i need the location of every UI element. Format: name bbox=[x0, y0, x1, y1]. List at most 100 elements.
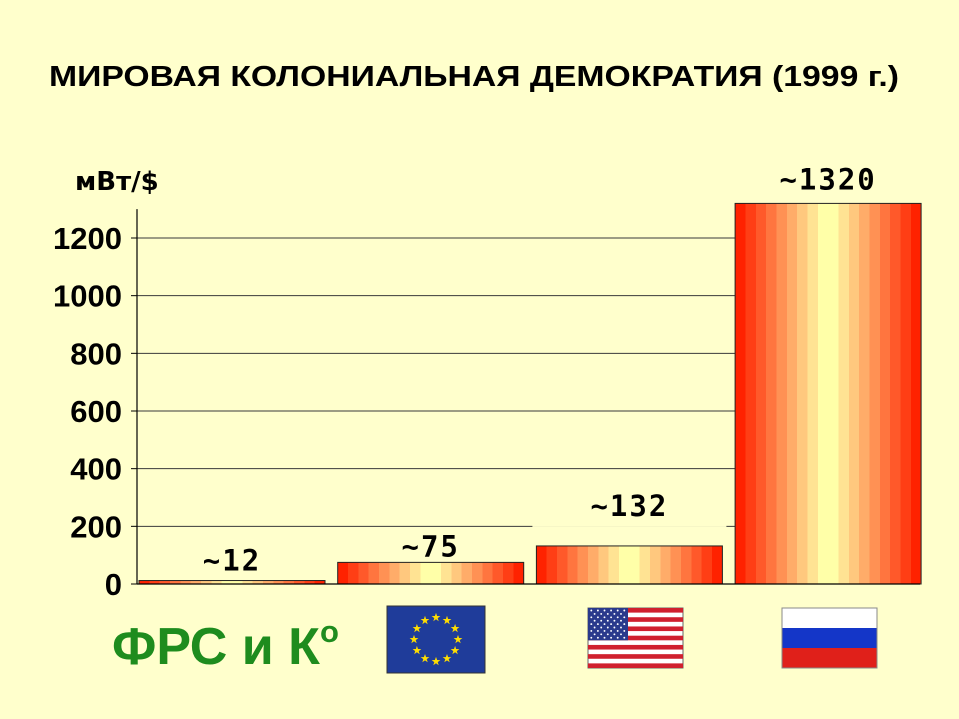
data-label-background bbox=[532, 488, 727, 527]
us-star-icon bbox=[620, 619, 622, 622]
us-star-icon bbox=[610, 616, 613, 619]
eu-star-icon bbox=[409, 634, 419, 644]
us-star-icon bbox=[606, 633, 609, 636]
us-star-icon bbox=[606, 626, 609, 629]
us-star-icon bbox=[603, 629, 606, 632]
us-star-icon bbox=[616, 609, 619, 612]
us-star-icon bbox=[593, 626, 596, 629]
data-labels: ~12 ~75 ~132 ~1320 bbox=[203, 162, 876, 578]
us-star-icon bbox=[603, 623, 606, 626]
eu-star-icon bbox=[431, 612, 441, 622]
us-star-icon bbox=[610, 609, 613, 612]
us-star-icon bbox=[610, 636, 613, 639]
us-stripe-red bbox=[588, 608, 683, 613]
us-star-icon bbox=[596, 616, 599, 619]
eu-flag-icon bbox=[386, 605, 486, 674]
us-star-icon bbox=[596, 623, 599, 626]
russia-flag-red-band bbox=[782, 648, 877, 668]
us-stripe-red bbox=[588, 617, 683, 622]
data-label: ~132 bbox=[590, 489, 668, 523]
us-flag-icon bbox=[587, 607, 684, 669]
data-label: ~12 bbox=[203, 544, 261, 578]
us-flag-stars bbox=[590, 609, 626, 639]
us-stripe-red bbox=[588, 644, 683, 650]
us-star-icon bbox=[600, 619, 603, 622]
us-star-icon bbox=[620, 612, 622, 615]
category-label-frs: ФРС и Ко bbox=[112, 614, 339, 676]
us-star-icon bbox=[600, 612, 603, 615]
russia-flag-icon bbox=[781, 607, 878, 669]
y-axis-label: мВт/$ bbox=[75, 167, 159, 197]
eu-star-icon bbox=[412, 645, 422, 655]
data-label-background bbox=[135, 543, 329, 582]
us-star-icon bbox=[603, 636, 606, 639]
y-tick-label: 400 bbox=[70, 452, 122, 487]
us-flag-stripes bbox=[588, 608, 683, 668]
us-star-icon bbox=[596, 636, 599, 639]
us-star-icon bbox=[623, 636, 626, 639]
data-label-background bbox=[333, 529, 528, 568]
y-tick-label: 1200 bbox=[53, 221, 122, 256]
us-star-icon bbox=[623, 629, 626, 632]
data-label: ~75 bbox=[402, 529, 460, 563]
us-star-icon bbox=[613, 633, 616, 636]
us-star-icon bbox=[613, 626, 616, 629]
russia-flag-blue-band bbox=[782, 628, 877, 648]
us-star-icon bbox=[596, 609, 599, 612]
us-star-icon bbox=[616, 636, 619, 639]
us-star-icon bbox=[593, 619, 596, 622]
us-star-icon bbox=[596, 629, 599, 632]
us-star-icon bbox=[620, 633, 622, 636]
us-star-icon bbox=[613, 612, 616, 615]
data-label: ~1320 bbox=[779, 162, 876, 196]
us-star-icon bbox=[593, 633, 596, 636]
eu-star-icon bbox=[442, 654, 452, 663]
y-tick-label: 800 bbox=[70, 336, 122, 371]
us-stripe-red bbox=[588, 663, 683, 668]
us-star-icon bbox=[606, 612, 609, 615]
us-star-icon bbox=[603, 609, 606, 612]
us-star-icon bbox=[590, 616, 593, 619]
eu-star-icon bbox=[450, 645, 460, 655]
y-tick-labels: 0 200 400 600 800 1000 1200 bbox=[53, 221, 122, 602]
russia-flag-border bbox=[781, 607, 878, 669]
bars bbox=[138, 202, 922, 585]
axes bbox=[131, 209, 920, 585]
eu-star-icon bbox=[431, 656, 441, 666]
us-star-icon bbox=[600, 626, 603, 629]
us-star-icon bbox=[590, 623, 593, 626]
y-tick-label: 200 bbox=[70, 509, 122, 544]
us-star-icon bbox=[590, 609, 593, 612]
eu-star-icon bbox=[453, 634, 463, 644]
y-tick-label: 600 bbox=[70, 394, 122, 429]
y-tick-label: 0 bbox=[105, 567, 122, 602]
us-star-icon bbox=[616, 629, 619, 632]
us-stripe-red bbox=[588, 626, 683, 632]
us-star-icon bbox=[616, 616, 619, 619]
us-flag-canton bbox=[588, 608, 628, 641]
us-star-icon bbox=[590, 629, 593, 632]
us-star-icon bbox=[590, 636, 593, 639]
us-star-icon bbox=[593, 612, 596, 615]
chart-title: МИРОВАЯ КОЛОНИАЛЬНАЯ ДЕМОКРАТИЯ (1999 г.… bbox=[49, 61, 899, 93]
us-star-icon bbox=[606, 619, 609, 622]
us-star-icon bbox=[623, 609, 626, 612]
y-tick-label: 1000 bbox=[53, 279, 122, 314]
us-star-icon bbox=[623, 616, 626, 619]
data-label-background bbox=[731, 162, 926, 201]
us-stripe-red bbox=[588, 654, 683, 659]
us-star-icon bbox=[620, 626, 622, 629]
us-star-icon bbox=[623, 623, 626, 626]
us-star-icon bbox=[610, 629, 613, 632]
us-star-icon bbox=[600, 633, 603, 636]
us-stripe-red bbox=[588, 635, 683, 641]
x-axis-categories: ФРС и Ко bbox=[112, 605, 878, 676]
eu-star-icon bbox=[420, 615, 430, 625]
us-star-icon bbox=[610, 623, 613, 626]
us-star-icon bbox=[616, 623, 619, 626]
eu-star-icon bbox=[450, 623, 460, 633]
eu-flag-stars bbox=[409, 612, 463, 666]
eu-star-icon bbox=[442, 615, 452, 625]
bar bbox=[535, 545, 723, 585]
